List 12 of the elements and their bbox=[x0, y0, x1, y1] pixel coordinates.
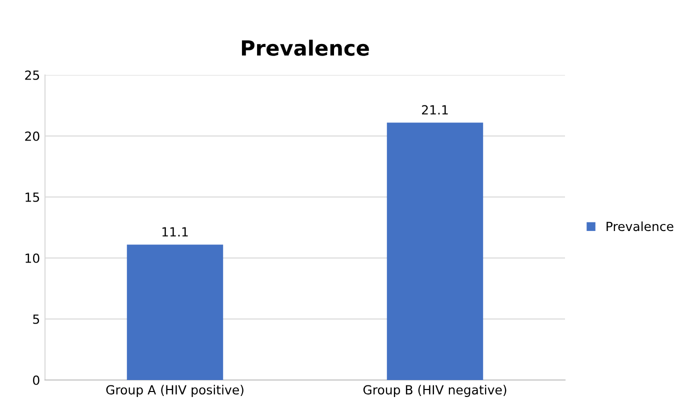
x-tick-label: Group A (HIV positive) bbox=[106, 384, 244, 397]
y-tick-label: 25 bbox=[25, 70, 40, 80]
y-tick-label: 20 bbox=[25, 131, 40, 141]
legend-label: Prevalence bbox=[606, 221, 674, 232]
x-tick-label: Group B (HIV negative) bbox=[363, 384, 506, 397]
data-label: 21.1 bbox=[422, 105, 448, 114]
chart-title: Prevalence bbox=[242, 40, 369, 56]
y-tick-label: 0 bbox=[33, 375, 40, 385]
y-tick-label: 15 bbox=[26, 192, 40, 202]
y-tick-label: 10 bbox=[26, 253, 40, 263]
data-label: 11.1 bbox=[162, 227, 188, 236]
y-tick-label: 5 bbox=[33, 314, 40, 324]
